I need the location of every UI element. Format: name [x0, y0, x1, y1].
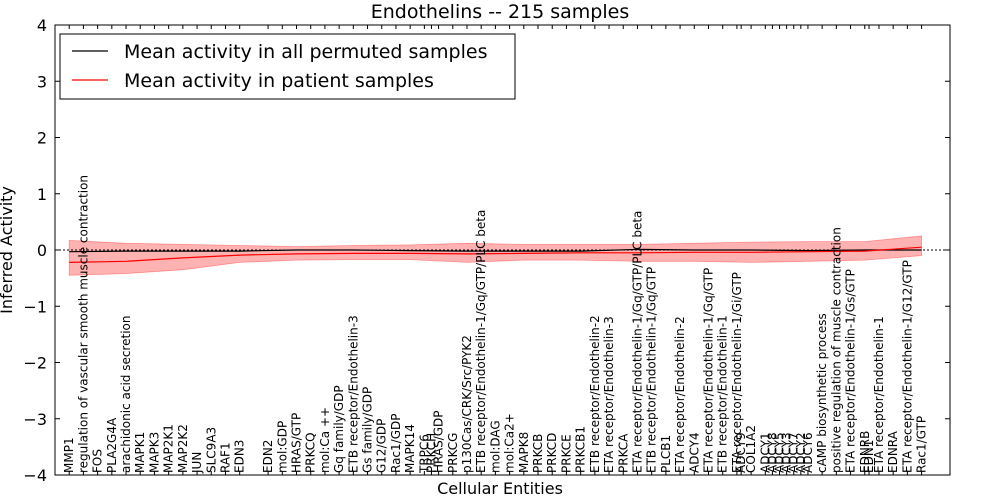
- x-tick-label: PLA2G4A: [105, 417, 119, 473]
- x-axis-ticks: [68, 25, 923, 475]
- x-tick-label: ADCY1: [758, 432, 772, 473]
- x-tick-label: MAPK1: [133, 432, 147, 473]
- series-line-patient: [69, 246, 922, 263]
- x-tick-label: TRPC6: [417, 434, 431, 474]
- x-tick-label: mol:Ca ++: [318, 407, 332, 473]
- x-tick-label: ETA receptor/Endothelin-2: [673, 316, 687, 473]
- x-tick-label: Rac1/GTP: [915, 416, 929, 473]
- y-tick-label: −1: [23, 297, 47, 316]
- x-tick-label: JUN: [190, 452, 204, 474]
- series-lines-layer: [69, 246, 922, 263]
- x-tick-label: MAP2K2: [176, 424, 190, 473]
- x-tick-label: PRKCA: [616, 433, 630, 473]
- x-tick-label: EDNRA: [886, 430, 900, 473]
- x-tick-label: EDN1: [862, 440, 876, 473]
- legend-box: [59, 33, 516, 100]
- x-tick-label: ETA receptor/Endothelin-1: [872, 316, 886, 473]
- x-tick-label: RAF1: [219, 442, 233, 473]
- x-tick-label: ETA receptor/Endothelin-3: [602, 316, 616, 473]
- x-tick-label: ETA receptor/Endothelin-1/Gi/GTP: [730, 272, 744, 473]
- y-axis-ticks: −4 −3 −2 −1 0 1 2 3 4: [23, 16, 950, 485]
- x-tick-label: ETB receptor/Endothelin-1/Gq/GTP/PLC bet…: [474, 210, 488, 473]
- x-tick-label: Gs family/GDP: [361, 387, 375, 473]
- x-tick-label: ETB receptor/Endothelin-2: [588, 315, 602, 473]
- x-tick-label: PRKCB: [531, 434, 545, 473]
- x-tick-label: mol:GDP: [275, 421, 289, 473]
- y-tick-label: −2: [23, 354, 47, 373]
- x-tick-label: regulation of vascular smooth muscle con…: [76, 175, 90, 473]
- series-line-permuted: [69, 248, 922, 253]
- x-tick-label: PRKCG: [446, 433, 460, 473]
- x-tick-label: MAPK14: [403, 424, 417, 473]
- x-axis-category-labels: MMP1 regulation of vascular smooth muscle…: [62, 175, 928, 474]
- y-tick-label: 3: [37, 72, 47, 91]
- x-tick-label: ADCY2: [794, 432, 808, 473]
- x-tick-label: ADCY3: [780, 432, 794, 473]
- x-tick-label: p130Cas/CRK/Src/PYK2: [460, 335, 474, 473]
- confidence-band-layer: [68, 235, 922, 276]
- x-tick-label: PRKCQ: [304, 432, 318, 473]
- x-tick-label: FOS: [91, 449, 105, 473]
- y-tick-label: 2: [37, 129, 47, 148]
- x-tick-label: EDN3: [233, 440, 247, 473]
- x-tick-label: PRKCE: [559, 434, 573, 473]
- legend: Mean activity in all permuted samples Me…: [59, 33, 516, 100]
- x-tick-label: HRAS/GTP: [290, 413, 304, 473]
- y-tick-label: 0: [37, 241, 47, 260]
- x-tick-label: ADCY9: [734, 432, 748, 473]
- x-tick-label: ETB receptor/Endothelin-1/Gq/GTP: [645, 267, 659, 473]
- x-tick-label: EDNRB: [858, 431, 872, 473]
- x-tick-label: mol:DAG: [488, 420, 502, 473]
- x-tick-label: PRKCD: [545, 433, 559, 473]
- x-tick-label: ETA receptor/Endothelin-1/Gq/GTP/PLC bet…: [631, 211, 645, 473]
- x-tick-label: ADCY7: [787, 432, 801, 473]
- x-tick-label: ETA receptor/Endothelin-1/Gs/GTP: [844, 269, 858, 473]
- x-tick-label: ADCY5: [773, 432, 787, 473]
- x-tick-label: ETB receptor/Endothelin-1: [716, 315, 730, 473]
- x-tick-label: Gq family/GDP: [332, 385, 346, 473]
- confidence-band: [68, 235, 922, 276]
- y-tick-label: 4: [37, 16, 47, 35]
- x-tick-label: arachidonic acid secretion: [119, 316, 133, 473]
- x-tick-label: SLC9A3: [204, 427, 218, 473]
- x-tick-label: MAPK3: [147, 432, 161, 473]
- x-tick-label: cAMP biosynthetic process: [815, 313, 829, 473]
- x-tick-label: PRKCB1: [574, 426, 588, 473]
- x-tick-label: ETA receptor/Endothelin-1/Gq/GTP: [702, 268, 716, 473]
- legend-label-permuted: Mean activity in all permuted samples: [124, 41, 487, 63]
- x-tick-label: mol:Ca2+: [503, 413, 517, 473]
- x-tick-label: ADCY4: [687, 432, 701, 473]
- legend-label-patient: Mean activity in patient samples: [124, 70, 434, 92]
- x-tick-label: MAP2K1: [162, 424, 176, 473]
- chart-title: Endothelins -- 215 samples: [371, 1, 630, 23]
- x-tick-label: G12/GDP: [375, 419, 389, 473]
- x-tick-label: ADCY6: [801, 432, 815, 473]
- x-tick-label: COL1A2: [744, 425, 758, 473]
- x-tick-label: MMP1: [62, 437, 76, 473]
- x-tick-label: EDN2: [261, 440, 275, 473]
- x-tick-label: Rac1/GDP: [389, 414, 403, 473]
- y-tick-label: 1: [37, 185, 47, 204]
- x-tick-label: PRKCH: [425, 433, 439, 473]
- y-tick-label: −3: [23, 410, 47, 429]
- x-tick-label: PLCB1: [659, 435, 673, 473]
- x-tick-label: ADCY8: [765, 432, 779, 473]
- y-axis-label: Inferred Activity: [0, 186, 16, 314]
- x-tick-label: ETA receptor/Endothelin-1/G12/GTP: [900, 260, 914, 473]
- x-axis-label: Cellular Entities: [437, 479, 563, 498]
- x-tick-label: HRAS/GDP: [432, 410, 446, 473]
- x-tick-label: MAPK8: [517, 432, 531, 473]
- x-tick-label: positive regulation of muscle contractio…: [829, 227, 843, 473]
- y-tick-label: −4: [23, 466, 47, 485]
- x-tick-label: ETB receptor/Endothelin-3: [346, 315, 360, 473]
